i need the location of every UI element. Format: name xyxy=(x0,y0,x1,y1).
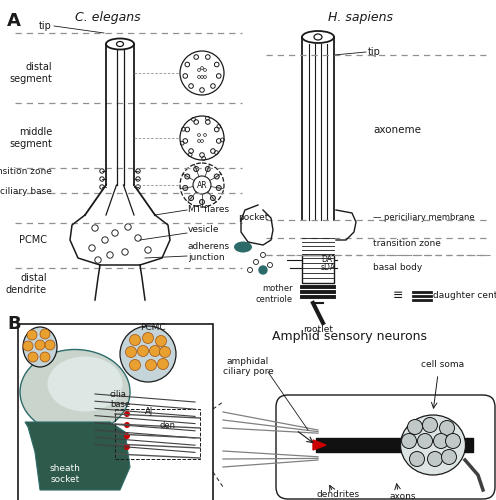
Bar xyxy=(115,409,200,459)
Text: transition zone: transition zone xyxy=(373,238,441,248)
Circle shape xyxy=(129,334,140,345)
Text: den: den xyxy=(160,420,176,430)
Text: axons: axons xyxy=(390,492,416,500)
Bar xyxy=(302,37,334,220)
Circle shape xyxy=(27,330,37,340)
Text: sDA: sDA xyxy=(321,264,336,272)
Circle shape xyxy=(120,326,176,382)
Circle shape xyxy=(439,420,454,436)
Circle shape xyxy=(124,433,130,439)
Ellipse shape xyxy=(23,327,57,367)
Circle shape xyxy=(183,186,188,190)
Text: cell soma: cell soma xyxy=(422,360,465,369)
Circle shape xyxy=(408,420,423,434)
Text: ≡: ≡ xyxy=(392,290,403,302)
Circle shape xyxy=(216,186,221,190)
Polygon shape xyxy=(313,440,326,450)
Text: AJ: AJ xyxy=(145,408,153,416)
Text: basal body: basal body xyxy=(373,264,422,272)
Text: vesicle: vesicle xyxy=(188,226,220,234)
Circle shape xyxy=(45,340,55,350)
Text: amphidal
ciliary pore: amphidal ciliary pore xyxy=(223,357,273,376)
Text: Amphid sensory neurons: Amphid sensory neurons xyxy=(272,330,428,343)
Circle shape xyxy=(210,196,215,200)
Circle shape xyxy=(423,418,437,432)
Text: A: A xyxy=(7,12,21,30)
Text: tip: tip xyxy=(368,47,381,57)
Bar xyxy=(106,44,134,185)
Text: ciliary base: ciliary base xyxy=(0,188,52,196)
Text: cilia
base: cilia base xyxy=(110,390,130,409)
Text: tip: tip xyxy=(39,21,52,31)
Circle shape xyxy=(158,358,169,370)
Polygon shape xyxy=(25,422,130,490)
Circle shape xyxy=(441,450,456,464)
Circle shape xyxy=(180,51,224,95)
Circle shape xyxy=(428,452,442,466)
Text: H. sapiens: H. sapiens xyxy=(327,11,392,24)
Circle shape xyxy=(193,166,199,172)
Ellipse shape xyxy=(400,415,466,475)
Circle shape xyxy=(185,174,190,179)
Circle shape xyxy=(124,444,130,450)
Circle shape xyxy=(40,329,50,339)
Circle shape xyxy=(28,352,38,362)
Text: mother
centriole: mother centriole xyxy=(256,284,293,304)
Text: dendrites: dendrites xyxy=(316,490,360,499)
Circle shape xyxy=(188,196,193,200)
Circle shape xyxy=(125,346,136,358)
Text: — periciliary membrane: — periciliary membrane xyxy=(373,214,475,222)
Circle shape xyxy=(124,422,130,428)
Circle shape xyxy=(205,166,210,172)
Text: distal
segment: distal segment xyxy=(9,62,52,84)
Text: distal
dendrite: distal dendrite xyxy=(6,273,47,295)
Text: C. elegans: C. elegans xyxy=(75,11,141,24)
Bar xyxy=(302,255,334,283)
Text: PCMC: PCMC xyxy=(19,235,47,245)
FancyBboxPatch shape xyxy=(276,395,495,499)
Text: AR: AR xyxy=(197,180,207,190)
Circle shape xyxy=(137,346,148,356)
Text: adherens
junction: adherens junction xyxy=(188,242,230,262)
Circle shape xyxy=(418,434,433,448)
Circle shape xyxy=(40,352,50,362)
Ellipse shape xyxy=(20,350,130,434)
Circle shape xyxy=(180,116,224,160)
Circle shape xyxy=(445,434,460,448)
Text: MT flares: MT flares xyxy=(188,206,229,214)
Circle shape xyxy=(35,340,45,350)
Circle shape xyxy=(180,163,224,207)
Circle shape xyxy=(434,434,448,448)
Text: rootlet: rootlet xyxy=(303,325,333,334)
Ellipse shape xyxy=(302,31,334,43)
Ellipse shape xyxy=(48,356,123,412)
Circle shape xyxy=(124,411,130,417)
Ellipse shape xyxy=(106,38,134,50)
Text: PCMC: PCMC xyxy=(140,324,166,332)
Circle shape xyxy=(410,452,425,466)
Circle shape xyxy=(149,346,161,356)
Circle shape xyxy=(23,341,33,351)
Text: middle
segment: middle segment xyxy=(9,127,52,149)
Text: transition zone: transition zone xyxy=(0,168,52,176)
Circle shape xyxy=(160,346,171,358)
Circle shape xyxy=(199,200,204,204)
Circle shape xyxy=(259,266,267,274)
Bar xyxy=(18,324,213,500)
Text: pocket: pocket xyxy=(238,214,268,222)
Circle shape xyxy=(214,174,219,179)
Circle shape xyxy=(156,336,167,346)
Text: B: B xyxy=(7,315,21,333)
Circle shape xyxy=(129,360,140,370)
Text: daughter centriole: daughter centriole xyxy=(433,292,496,300)
Circle shape xyxy=(142,332,153,344)
Text: sheath
socket: sheath socket xyxy=(50,464,80,483)
Ellipse shape xyxy=(234,242,252,252)
Circle shape xyxy=(401,434,417,448)
Text: axoneme: axoneme xyxy=(373,125,421,135)
Text: DA: DA xyxy=(321,256,332,264)
Circle shape xyxy=(145,360,157,370)
